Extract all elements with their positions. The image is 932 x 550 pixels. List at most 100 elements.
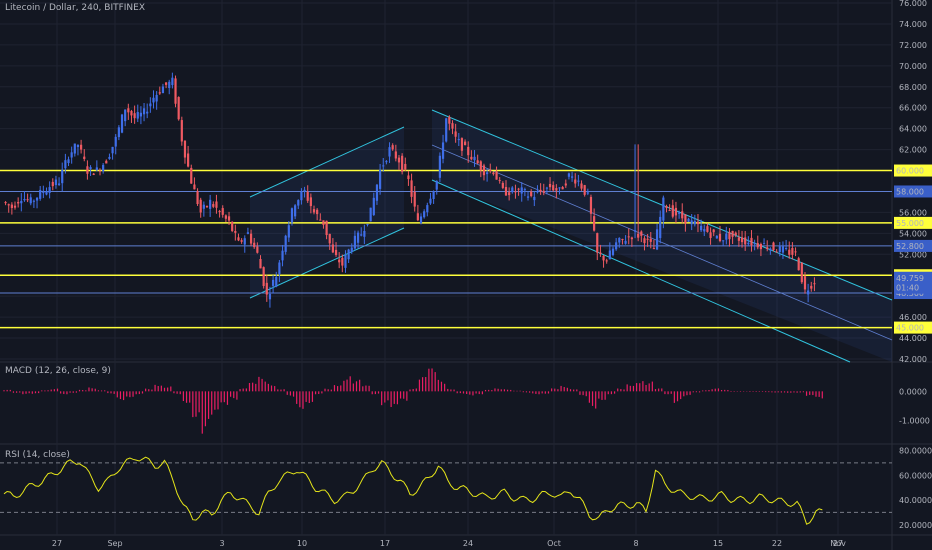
- candle-body: [17, 202, 20, 204]
- candle-body: [391, 145, 394, 150]
- x-tick-label: Sep: [107, 539, 122, 548]
- candle-body: [463, 141, 467, 146]
- candle-body: [574, 179, 577, 184]
- candle-body: [92, 173, 95, 175]
- y-tick-label: 64.000: [899, 125, 927, 134]
- candle-body: [552, 185, 555, 191]
- candle-body: [454, 131, 457, 137]
- candle-body: [139, 112, 143, 117]
- candle-body: [611, 248, 615, 256]
- candle-body: [171, 77, 174, 86]
- x-tick-label: 22: [772, 539, 782, 548]
- candle-body: [13, 205, 17, 208]
- rsi-tick-label: 60.0000: [899, 471, 932, 480]
- candle-body: [259, 259, 262, 269]
- candle-body: [593, 216, 596, 231]
- candle-body: [356, 232, 360, 243]
- candle-body: [221, 208, 224, 215]
- macd-tick-label: 0.0000: [899, 387, 927, 396]
- candle-body: [659, 216, 662, 239]
- candle-body: [341, 257, 344, 266]
- candle-body: [410, 180, 413, 197]
- candle-body: [624, 240, 627, 244]
- candle-body: [813, 283, 816, 285]
- candle-body: [712, 229, 715, 233]
- candle-body: [438, 155, 442, 178]
- candle-body: [700, 225, 703, 231]
- candle-body: [394, 151, 397, 159]
- price-tag-label: 45.000: [896, 324, 924, 333]
- candle-body: [117, 127, 120, 138]
- candle-body: [382, 165, 385, 167]
- candle-body: [517, 188, 520, 190]
- candle-body: [725, 233, 728, 240]
- candle-body: [460, 138, 464, 151]
- candle-body: [26, 199, 29, 201]
- candle-body: [476, 160, 479, 164]
- y-tick-label: 66.000: [899, 104, 927, 113]
- macd-label: MACD (12, 26, close, 9): [5, 366, 111, 376]
- candle-body: [306, 191, 309, 201]
- candle-body: [762, 243, 766, 245]
- macd-tick-label: -1.0000: [899, 417, 930, 426]
- candle-body: [577, 180, 580, 182]
- candle-body: [674, 207, 678, 216]
- candle-body: [791, 247, 794, 255]
- candle-body: [583, 185, 586, 195]
- candle-body: [416, 213, 419, 221]
- candle-body: [473, 156, 476, 161]
- candle-body: [111, 146, 114, 154]
- price-tag: [894, 216, 932, 229]
- candle-body: [10, 204, 13, 209]
- candle-body: [42, 192, 45, 194]
- candle-body: [737, 237, 740, 241]
- candle-body: [781, 246, 785, 253]
- candle-body: [457, 139, 460, 141]
- chart-title: Litecoin / Dollar, 240, BITFINEX: [5, 3, 146, 13]
- candle-body: [183, 140, 187, 158]
- candle-body: [448, 116, 451, 124]
- candle-body: [665, 205, 668, 209]
- candle-body: [482, 165, 486, 176]
- candle-body: [445, 118, 448, 142]
- candle-body: [164, 82, 168, 85]
- candle-body: [309, 197, 312, 207]
- candle-body: [300, 191, 303, 201]
- candle-body: [124, 109, 127, 122]
- candle-body: [105, 160, 108, 164]
- candle-body: [715, 235, 718, 239]
- candle-body: [281, 250, 284, 261]
- rsi-tick-label: 20.0000: [899, 521, 932, 530]
- candle-body: [492, 172, 495, 175]
- candle-body: [98, 170, 102, 172]
- candle-body: [152, 97, 155, 103]
- price-tag: [894, 185, 932, 198]
- candle-body: [750, 237, 753, 246]
- candle-body: [290, 208, 294, 223]
- candle-body: [633, 230, 637, 232]
- candle-body: [470, 156, 473, 160]
- y-tick-label: 54.000: [899, 229, 927, 238]
- candle-body: [810, 285, 813, 289]
- candle-body: [102, 164, 105, 172]
- candle-body: [161, 86, 165, 94]
- candle-body: [199, 199, 202, 213]
- candle-body: [794, 251, 797, 253]
- candle-body: [441, 142, 445, 159]
- descending-channel-fill: [432, 110, 892, 362]
- candle-body: [61, 169, 64, 184]
- candle-body: [385, 161, 388, 163]
- channel-line: [249, 126, 405, 198]
- candle-body: [240, 240, 243, 242]
- x-tick-label: 10: [297, 539, 307, 548]
- candle-body: [722, 240, 725, 242]
- candle-body: [618, 237, 621, 243]
- candle-body: [766, 247, 769, 249]
- candle-body: [677, 212, 681, 214]
- candle-body: [709, 232, 712, 238]
- candle-body: [338, 259, 341, 263]
- candle-body: [334, 249, 338, 255]
- y-tick-label: 46.000: [899, 313, 927, 322]
- candle-body: [212, 204, 215, 207]
